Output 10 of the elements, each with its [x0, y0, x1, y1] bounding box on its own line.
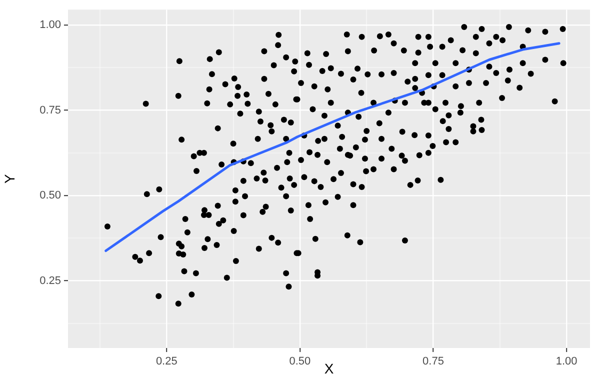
y-tick-label: 0.25: [40, 274, 61, 287]
x-axis-title: X: [324, 360, 334, 376]
y-tick-label: 1.00: [40, 18, 61, 31]
x-tick-label: 0.50: [289, 356, 311, 368]
y-tick-label: 0.75: [40, 104, 61, 116]
x-tick-label: 1.00: [556, 356, 578, 368]
x-tick-label: 0.75: [422, 356, 444, 368]
y-tick-label: 0.50: [40, 190, 61, 202]
x-tick-label: 0.25: [156, 356, 178, 368]
y-axis-title: Y: [1, 173, 18, 184]
